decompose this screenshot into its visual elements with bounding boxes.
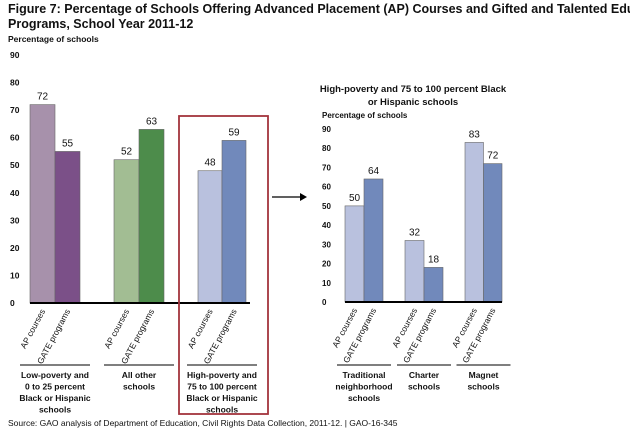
y-tick-label: 30 [10, 215, 20, 225]
group-label: Black or Hispanic [19, 393, 91, 403]
y-tick-label: 30 [322, 240, 331, 249]
y-tick-label: 90 [10, 50, 20, 60]
y-tick-label: 10 [322, 279, 331, 288]
data-label: 48 [204, 158, 216, 169]
y-tick-label: 10 [10, 270, 20, 280]
data-label: 83 [469, 129, 481, 140]
y-tick-label: 40 [322, 221, 331, 230]
group-label: Traditional [343, 370, 386, 380]
data-label: 55 [62, 138, 74, 149]
group-label: schools [123, 382, 155, 392]
ap-bar [197, 170, 223, 304]
data-label: 72 [487, 151, 499, 162]
x-tick-label: AP courses [102, 307, 131, 350]
ap-bar [464, 142, 484, 303]
gate-bar [483, 163, 503, 303]
figure-title-line1: Figure 7: Percentage of Schools Offering… [8, 2, 630, 16]
y-tick-label: 70 [10, 105, 20, 115]
group-label: 75 to 100 percent [187, 382, 257, 392]
y-tick-label: 0 [322, 298, 327, 307]
group-label: schools [408, 382, 440, 392]
y-tick-label: 60 [10, 133, 20, 143]
group-label: schools [39, 405, 71, 415]
group-label: neighborhood [335, 382, 392, 392]
group-label: Black or Hispanic [186, 393, 258, 403]
gate-bar [54, 151, 81, 304]
group-label: Low-poverty and [21, 370, 89, 380]
data-label: 63 [146, 116, 158, 127]
group-label: Magnet [469, 370, 499, 380]
y-tick-label: 50 [322, 202, 331, 211]
y-axis-label: Percentage of schools [322, 111, 408, 120]
x-tick-label: AP courses [18, 307, 47, 350]
left-chart: Percentage of schools 0 10 20 30 40 50 60 70 80 90… [8, 34, 269, 415]
gate-bar [363, 178, 384, 303]
highlight-box [178, 115, 269, 415]
ap-bar [344, 205, 365, 303]
y-tick-label: 20 [10, 243, 20, 253]
y-tick-label: 80 [10, 78, 20, 88]
group-label: Charter [409, 370, 440, 380]
group-label: High-poverty and [187, 370, 257, 380]
ap-bar [29, 104, 56, 304]
y-tick-label: 60 [322, 183, 331, 192]
right-chart: High-poverty and 75 to 100 percent Black… [320, 84, 511, 403]
arrow [272, 193, 307, 201]
y-tick-label: 90 [322, 125, 331, 134]
y-tick-label: 80 [322, 144, 331, 153]
chart-title: High-poverty and 75 to 100 percent Black [320, 84, 507, 95]
y-tick-label: 50 [10, 160, 20, 170]
group-label: schools [206, 405, 238, 415]
data-label: 52 [121, 147, 133, 158]
y-tick-label: 70 [322, 163, 331, 172]
y-tick-label: 40 [10, 188, 20, 198]
data-label: 32 [409, 227, 421, 238]
figure-title-line2: Programs, School Year 2011-12 [8, 17, 193, 31]
data-label: 50 [349, 193, 361, 204]
gate-bar [423, 267, 444, 303]
y-tick-label: 20 [322, 260, 331, 269]
data-label: 72 [37, 92, 49, 103]
y-tick-label: 0 [10, 298, 15, 308]
gate-bar [138, 129, 165, 304]
data-label: 18 [428, 254, 440, 265]
group-label: schools [348, 393, 380, 403]
source-note: Source: GAO analysis of Department of Ed… [8, 418, 398, 428]
group-label: schools [467, 382, 499, 392]
chart-title: or Hispanic schools [368, 97, 458, 108]
data-label: 64 [368, 166, 380, 177]
group-label: 0 to 25 percent [25, 382, 85, 392]
gate-bar [221, 140, 247, 304]
group-label: All other [122, 370, 157, 380]
ap-bar [113, 159, 140, 304]
ap-bar [404, 240, 425, 303]
data-label: 59 [228, 127, 240, 138]
y-axis-label: Percentage of schools [8, 34, 99, 44]
